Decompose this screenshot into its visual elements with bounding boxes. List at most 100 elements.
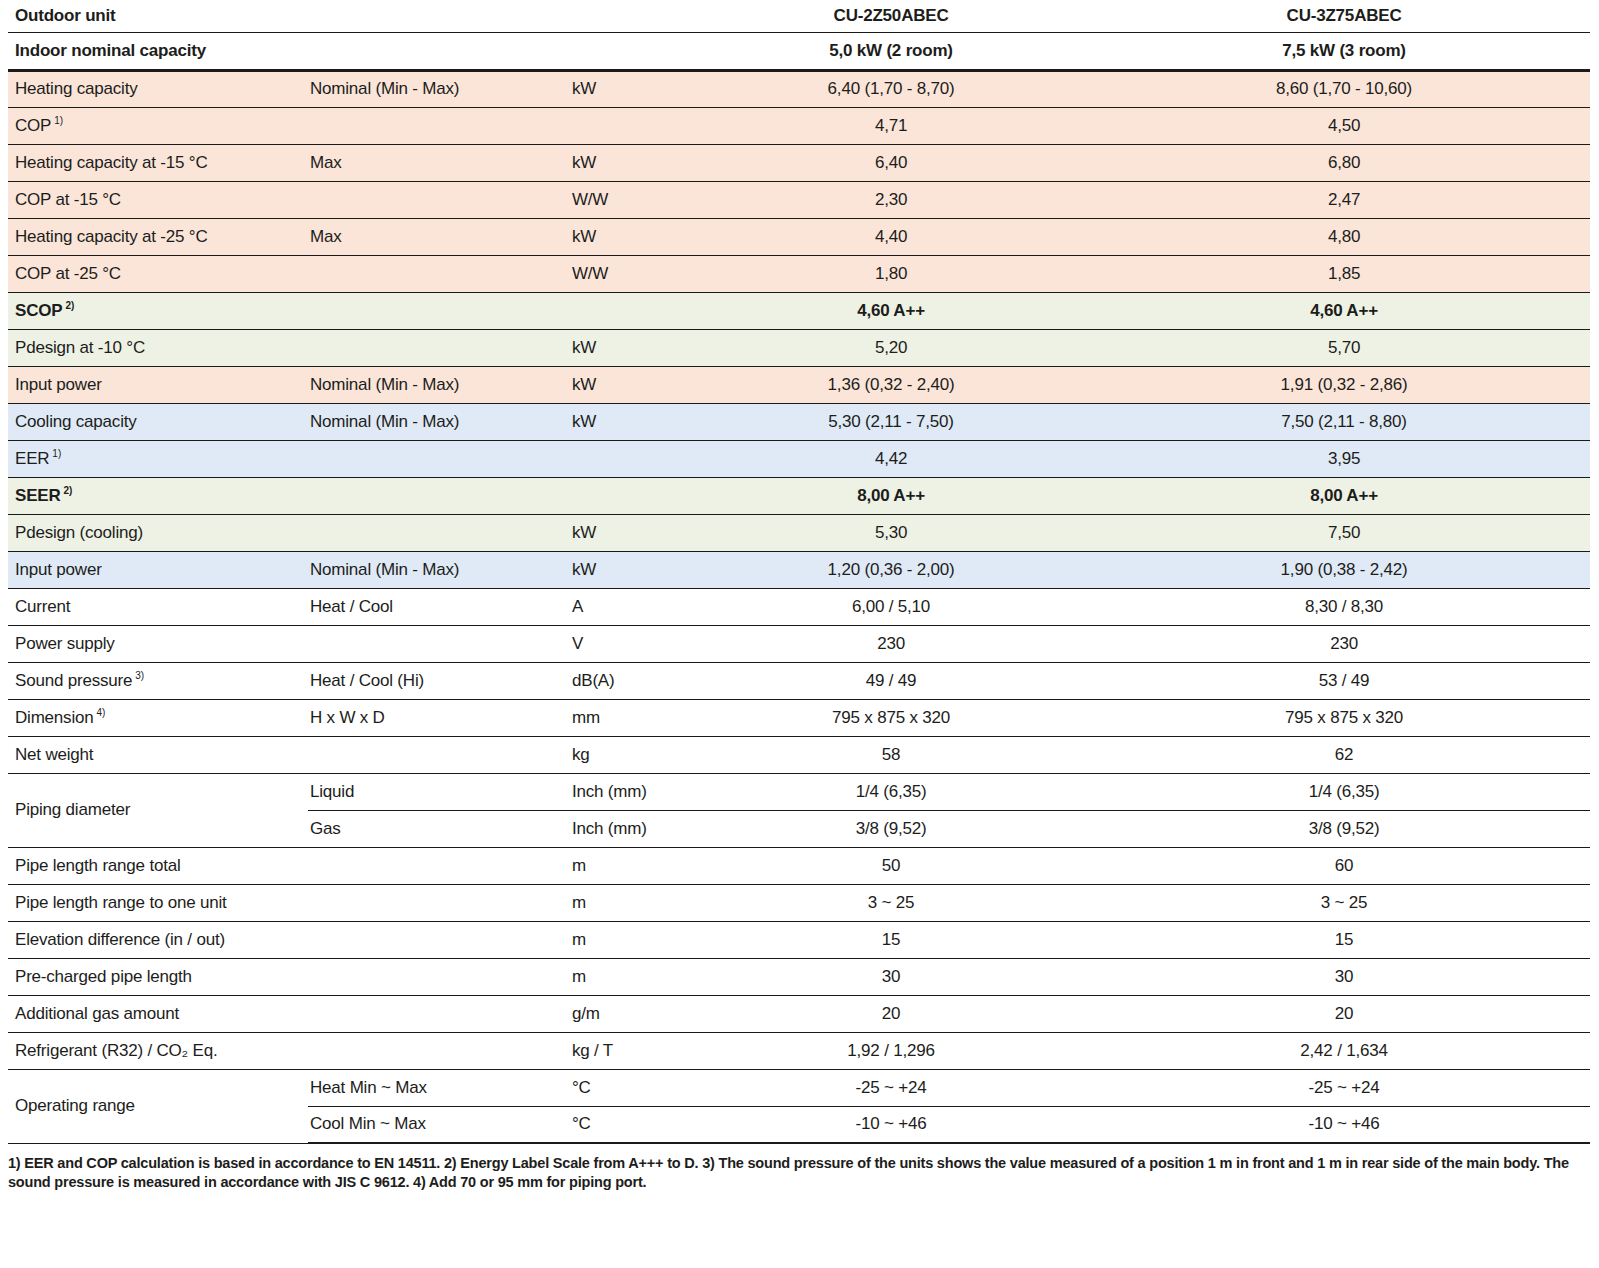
row-unit: mm <box>570 699 684 736</box>
row-label: Input power <box>8 551 308 588</box>
table-row: Heating capacity at -25 °CMaxkW4,404,80 <box>8 218 1590 255</box>
row-label: Pdesign at -10 °C <box>8 329 308 366</box>
footnote-ref: 3) <box>135 670 144 681</box>
footnote-ref: 2) <box>65 300 74 311</box>
value-model-1: 2,30 <box>684 181 1098 218</box>
value-model-1: 49 / 49 <box>684 662 1098 699</box>
value-model-1: 795 x 875 x 320 <box>684 699 1098 736</box>
table-row: Input powerNominal (Min - Max)kW1,20 (0,… <box>8 551 1590 588</box>
header-row-models: Outdoor unit CU-2Z50ABEC CU-3Z75ABEC <box>8 0 1590 32</box>
value-model-1: 1,80 <box>684 255 1098 292</box>
value-model-1: 5,30 (2,11 - 7,50) <box>684 403 1098 440</box>
row-unit: kW <box>570 218 684 255</box>
row-sub-label <box>308 847 570 884</box>
spec-table-head: Outdoor unit CU-2Z50ABEC CU-3Z75ABEC Ind… <box>8 0 1590 70</box>
value-model-2: 6,80 <box>1098 144 1590 181</box>
row-sub-label: Heat / Cool (Hi) <box>308 662 570 699</box>
spec-table: Outdoor unit CU-2Z50ABEC CU-3Z75ABEC Ind… <box>8 0 1590 1144</box>
spec-sheet: Outdoor unit CU-2Z50ABEC CU-3Z75ABEC Ind… <box>0 0 1599 1192</box>
row-sub-label <box>308 477 570 514</box>
value-model-2: -10 ~ +46 <box>1098 1106 1590 1143</box>
indoor-capacity-label: Indoor nominal capacity <box>8 32 684 70</box>
table-row: SCOP2)4,60 A++4,60 A++ <box>8 292 1590 329</box>
value-model-1: 4,42 <box>684 440 1098 477</box>
footnotes-text: 1) EER and COP calculation is based in a… <box>8 1154 1590 1192</box>
footnote-ref: 4) <box>97 707 106 718</box>
row-unit: kW <box>570 70 684 107</box>
row-unit: dB(A) <box>570 662 684 699</box>
row-label: Heating capacity at -15 °C <box>8 144 308 181</box>
row-unit: m <box>570 847 684 884</box>
table-row: Operating rangeHeat Min ~ Max°C-25 ~ +24… <box>8 1069 1590 1106</box>
row-label: Heating capacity at -25 °C <box>8 218 308 255</box>
value-model-1: 6,00 / 5,10 <box>684 588 1098 625</box>
value-model-1: 50 <box>684 847 1098 884</box>
row-unit: g/m <box>570 995 684 1032</box>
row-sub-label <box>308 1032 570 1069</box>
value-model-1: -10 ~ +46 <box>684 1106 1098 1143</box>
spec-table-body: Heating capacityNominal (Min - Max)kW6,4… <box>8 70 1590 1143</box>
value-model-2: 5,70 <box>1098 329 1590 366</box>
row-label: Operating range <box>8 1069 308 1143</box>
table-row: Additional gas amountg/m2020 <box>8 995 1590 1032</box>
row-unit: °C <box>570 1069 684 1106</box>
row-label: EER1) <box>8 440 308 477</box>
table-row: Pdesign at -10 °CkW5,205,70 <box>8 329 1590 366</box>
row-unit: W/W <box>570 255 684 292</box>
value-model-2: 4,80 <box>1098 218 1590 255</box>
table-row: Input powerNominal (Min - Max)kW1,36 (0,… <box>8 366 1590 403</box>
row-unit <box>570 440 684 477</box>
table-row: Heating capacityNominal (Min - Max)kW6,4… <box>8 70 1590 107</box>
row-sub-label <box>308 181 570 218</box>
table-row: Piping diameterLiquidInch (mm)1/4 (6,35)… <box>8 773 1590 810</box>
value-model-2: 4,50 <box>1098 107 1590 144</box>
model-2-name: CU-3Z75ABEC <box>1098 0 1590 32</box>
value-model-2: 1,90 (0,38 - 2,42) <box>1098 551 1590 588</box>
value-model-2: 230 <box>1098 625 1590 662</box>
row-unit: m <box>570 884 684 921</box>
row-label: Pre-charged pipe length <box>8 958 308 995</box>
row-label: Pipe length range total <box>8 847 308 884</box>
table-row: EER1) 4,423,95 <box>8 440 1590 477</box>
row-sub-label: Gas <box>308 810 570 847</box>
row-unit: m <box>570 921 684 958</box>
value-model-1: -25 ~ +24 <box>684 1069 1098 1106</box>
table-row: Net weightkg5862 <box>8 736 1590 773</box>
table-row: Pipe length range totalm5060 <box>8 847 1590 884</box>
value-model-1: 4,71 <box>684 107 1098 144</box>
row-sub-label <box>308 440 570 477</box>
table-row: Cooling capacityNominal (Min - Max)kW5,3… <box>8 403 1590 440</box>
value-model-2: 7,50 <box>1098 514 1590 551</box>
table-row: COP at -25 °CW/W1,801,85 <box>8 255 1590 292</box>
value-model-2: 8,00 A++ <box>1098 477 1590 514</box>
row-unit: kW <box>570 514 684 551</box>
row-unit: V <box>570 625 684 662</box>
row-label: Power supply <box>8 625 308 662</box>
row-label: COP at -15 °C <box>8 181 308 218</box>
value-model-2: 3,95 <box>1098 440 1590 477</box>
value-model-1: 6,40 <box>684 144 1098 181</box>
footnote-ref: 2) <box>64 485 73 496</box>
row-sub-label: Max <box>308 144 570 181</box>
row-unit: kW <box>570 144 684 181</box>
table-row: Pre-charged pipe lengthm3030 <box>8 958 1590 995</box>
value-model-1: 1,36 (0,32 - 2,40) <box>684 366 1098 403</box>
row-unit: A <box>570 588 684 625</box>
row-label: Pipe length range to one unit <box>8 884 308 921</box>
value-model-1: 3/8 (9,52) <box>684 810 1098 847</box>
row-sub-label: Nominal (Min - Max) <box>308 403 570 440</box>
table-row: Dimension4)H x W x Dmm795 x 875 x 320795… <box>8 699 1590 736</box>
row-sub-label <box>308 625 570 662</box>
row-sub-label <box>308 921 570 958</box>
table-row: COP1) 4,714,50 <box>8 107 1590 144</box>
value-model-2: 20 <box>1098 995 1590 1032</box>
row-sub-label <box>308 995 570 1032</box>
row-sub-label <box>308 255 570 292</box>
row-label: SCOP2) <box>8 292 308 329</box>
outdoor-unit-label: Outdoor unit <box>8 0 684 32</box>
value-model-2: 795 x 875 x 320 <box>1098 699 1590 736</box>
row-sub-label: Cool Min ~ Max <box>308 1106 570 1143</box>
value-model-2: 1,91 (0,32 - 2,86) <box>1098 366 1590 403</box>
row-unit <box>570 477 684 514</box>
row-label: COP1) <box>8 107 308 144</box>
